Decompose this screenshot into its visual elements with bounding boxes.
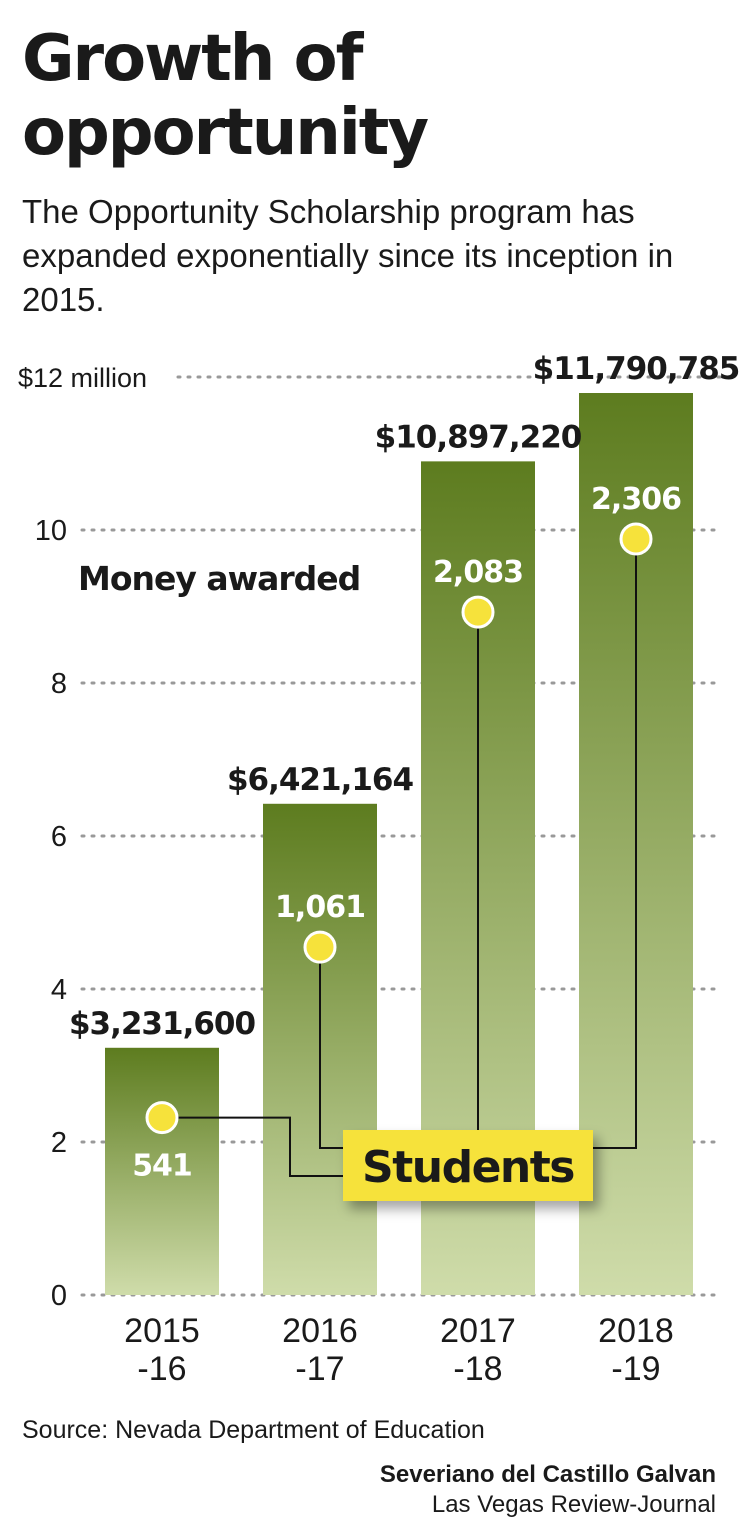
money-value-label: $6,421,164 <box>227 762 414 798</box>
students-connector <box>319 962 343 1149</box>
x-tick-label: 2016 <box>282 1312 358 1350</box>
money-value-label: $11,790,785 <box>533 351 740 387</box>
students-label-box <box>343 1130 593 1201</box>
credit: Severiano del Castillo Galvan Las Vegas … <box>380 1460 716 1520</box>
bar-chart: 0 2 4 6 8 10 $12 million Money awarded $3,231,6… <box>18 351 740 1388</box>
y-tick-label: 2 <box>51 1127 67 1159</box>
money-value-label: $10,897,220 <box>375 419 582 455</box>
credit-organization: Las Vegas Review-Journal <box>431 1491 716 1518</box>
x-tick-label: 2018 <box>598 1312 674 1350</box>
x-tick-label: -18 <box>453 1350 502 1388</box>
y-tick-label: 0 <box>51 1280 67 1312</box>
students-marker <box>619 522 653 556</box>
y-tick-label: 6 <box>51 821 67 853</box>
series-label-money: Money awarded <box>78 559 360 598</box>
x-tick-label: -16 <box>137 1350 186 1388</box>
students-value-label: 2,306 <box>591 482 681 517</box>
money-value-label: $3,231,600 <box>69 1006 256 1042</box>
students-connector <box>593 553 637 1149</box>
students-marker <box>461 595 495 629</box>
y-tick-label: 8 <box>51 668 67 700</box>
students-connector <box>177 1116 343 1177</box>
y-tick-label: 10 <box>35 515 67 547</box>
students-value-label: 2,083 <box>433 555 523 590</box>
y-tick-label: 4 <box>51 974 67 1006</box>
students-marker <box>303 930 337 964</box>
chart-subtitle: The Opportunity Scholarship program has … <box>22 193 674 318</box>
bar-2015-16 <box>105 1047 219 1295</box>
source-note: Source: Nevada Department of Education <box>22 1416 485 1444</box>
credit-name: Severiano del Castillo Galvan <box>379 1461 716 1488</box>
x-tick-label: -19 <box>611 1350 660 1388</box>
x-tick-label: -17 <box>295 1350 344 1388</box>
x-tick-label: 2015 <box>124 1312 200 1350</box>
students-marker <box>145 1101 179 1135</box>
series-label-students: Students <box>362 1142 574 1193</box>
x-tick-label: 2017 <box>440 1312 516 1350</box>
y-tick-label: $12 million <box>18 363 147 393</box>
students-value-label: 1,061 <box>275 890 365 925</box>
chart-title: Growth of opportunity <box>22 22 429 170</box>
students-value-label: 541 <box>132 1149 192 1184</box>
